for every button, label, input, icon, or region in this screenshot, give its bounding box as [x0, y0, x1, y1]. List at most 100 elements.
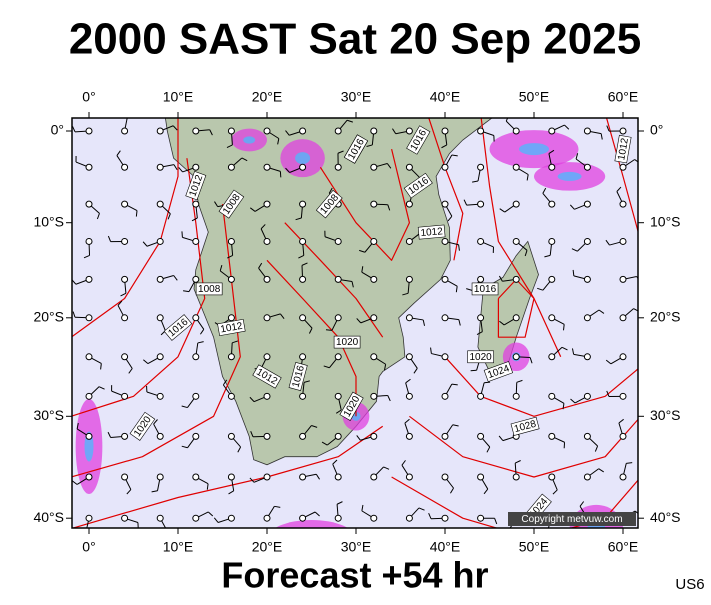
wind-station — [478, 238, 484, 244]
footer: Forecast +54 hr — [221, 555, 488, 596]
wind-station — [406, 393, 412, 399]
wind-station — [584, 238, 590, 244]
wind-station — [620, 474, 626, 480]
wind-station — [406, 128, 412, 134]
wind-station — [86, 201, 92, 207]
wind-station — [335, 315, 341, 321]
wind-station — [228, 315, 234, 321]
wind-station — [549, 474, 555, 480]
wind-station — [300, 276, 306, 282]
wind-station — [478, 393, 484, 399]
isobar-label-text: 1012 — [420, 226, 444, 239]
wind-station — [442, 315, 448, 321]
wind-station — [228, 515, 234, 521]
rain-core — [558, 172, 582, 181]
wind-station — [335, 276, 341, 282]
lon-label-top: 50°E — [519, 89, 550, 105]
wind-station — [335, 433, 341, 439]
wind-station — [549, 201, 555, 207]
lon-label-bottom: 40°E — [430, 539, 461, 555]
wind-station — [300, 201, 306, 207]
wind-station — [122, 128, 128, 134]
lat-label-left: 40°S — [33, 509, 64, 525]
wind-station — [371, 515, 377, 521]
lat-label-right: 0° — [650, 122, 663, 138]
wind-station — [371, 315, 377, 321]
rain-core — [243, 136, 255, 143]
wind-barb-flag — [326, 330, 332, 331]
wind-station — [193, 128, 199, 134]
wind-station — [228, 164, 234, 170]
wind-station — [157, 276, 163, 282]
lon-label-bottom: 10°E — [163, 539, 194, 555]
wind-station — [86, 164, 92, 170]
wind-station — [264, 433, 270, 439]
wind-station — [549, 315, 555, 321]
wind-station — [228, 474, 234, 480]
wind-station — [584, 354, 590, 360]
wind-station — [513, 238, 519, 244]
wind-station — [442, 276, 448, 282]
wind-station — [406, 354, 412, 360]
wind-station — [620, 201, 626, 207]
wind-station — [193, 354, 199, 360]
rain-core — [519, 143, 549, 155]
wind-station — [513, 128, 519, 134]
wind-station — [620, 315, 626, 321]
wind-station — [371, 238, 377, 244]
isobar-label-text: 1020 — [469, 352, 492, 363]
wind-barb-flag — [573, 270, 574, 276]
wind-station — [193, 238, 199, 244]
wind-station — [478, 164, 484, 170]
wind-station — [620, 128, 626, 134]
wind-station — [406, 433, 412, 439]
wind-station — [264, 164, 270, 170]
wind-station — [264, 128, 270, 134]
isobar-label: 1012 — [418, 225, 445, 239]
wind-station — [335, 474, 341, 480]
wind-station — [86, 315, 92, 321]
wind-station — [122, 393, 128, 399]
wind-station — [157, 433, 163, 439]
wind-station — [264, 515, 270, 521]
wind-barb-flag — [163, 530, 167, 535]
wind-station — [300, 474, 306, 480]
wind-station — [513, 164, 519, 170]
wind-barb-flag — [80, 532, 86, 533]
lon-label-top: 20°E — [252, 89, 283, 105]
wind-station — [584, 474, 590, 480]
lon-label-bottom: 30°E — [341, 539, 372, 555]
wind-station — [584, 433, 590, 439]
wind-station — [193, 393, 199, 399]
wind-station — [406, 201, 412, 207]
wind-station — [193, 276, 199, 282]
wind-station — [442, 238, 448, 244]
wind-station — [513, 276, 519, 282]
wind-station — [406, 164, 412, 170]
wind-station — [620, 354, 626, 360]
wind-station — [86, 128, 92, 134]
wind-station — [442, 433, 448, 439]
wind-station — [157, 474, 163, 480]
wind-station — [122, 315, 128, 321]
wind-station — [300, 515, 306, 521]
wind-station — [157, 128, 163, 134]
wind-station — [193, 474, 199, 480]
wind-station — [442, 128, 448, 134]
wind-station — [300, 164, 306, 170]
wind-station — [620, 276, 626, 282]
rain-core — [297, 533, 327, 545]
wind-station — [157, 393, 163, 399]
wind-barb-flag — [127, 116, 133, 117]
wind-station — [86, 474, 92, 480]
wind-barb-flag — [564, 324, 565, 330]
isobar-label-text: 1020 — [336, 337, 359, 348]
wind-station — [442, 354, 448, 360]
wind-station — [478, 515, 484, 521]
wind-station — [86, 354, 92, 360]
lat-label-right: 40°S — [650, 509, 681, 525]
isobar-label: 1020 — [468, 351, 494, 363]
wind-station — [122, 474, 128, 480]
wind-station — [406, 276, 412, 282]
wind-station — [620, 238, 626, 244]
